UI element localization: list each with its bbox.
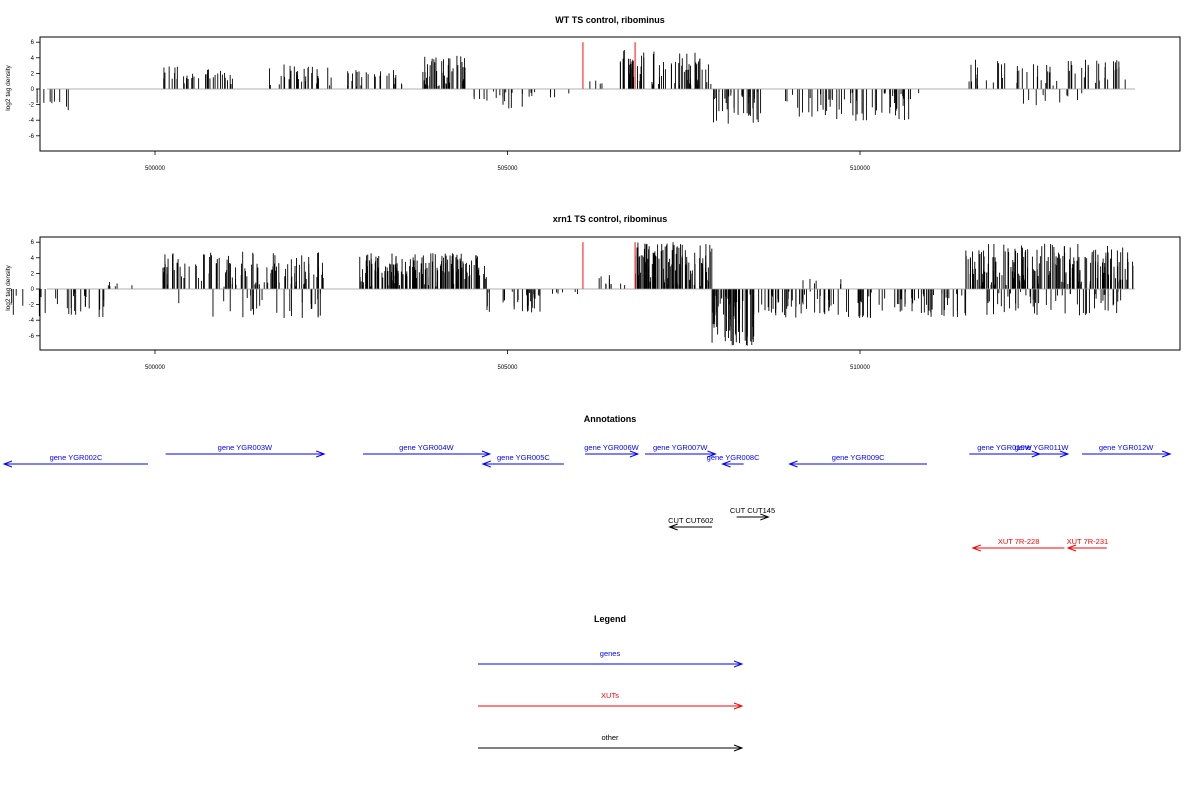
legend-item-genes: genes bbox=[478, 649, 744, 668]
wt-x-tick-label: 510000 bbox=[850, 166, 871, 172]
annotation-arrow: gene YGR004W bbox=[362, 443, 492, 458]
xrn1-y-tick-label: 6 bbox=[31, 240, 35, 246]
legend-item-other: other bbox=[478, 733, 744, 752]
xrn1-panel-title: xrn1 TS control, ribominus bbox=[553, 214, 668, 224]
annotation-arrow: gene YGR009C bbox=[788, 453, 927, 468]
wt-y-axis-label: log2 tag density bbox=[5, 64, 12, 110]
annotation-arrow-head bbox=[721, 460, 731, 468]
wt-y-tick-label: 2 bbox=[31, 71, 35, 77]
annotation-arrow-head bbox=[668, 523, 678, 531]
xrn1-markers bbox=[582, 242, 636, 289]
annotation-arrow: gene YGR008C bbox=[707, 453, 760, 468]
annotation-label: CUT CUT145 bbox=[730, 506, 775, 515]
xrn1-plot-frame bbox=[39, 236, 1181, 351]
legend-item-other-head bbox=[733, 744, 744, 752]
annotation-arrow: gene YGR006W bbox=[584, 443, 640, 458]
annotation-arrow: gene YGR002C bbox=[2, 453, 148, 468]
annotation-label: gene YGR006W bbox=[584, 443, 639, 452]
legend-item-xuts-head bbox=[733, 702, 744, 710]
annotation-arrow-head bbox=[760, 513, 770, 521]
annotation-arrow: CUT CUT602 bbox=[668, 516, 713, 531]
annotation-arrow-head bbox=[707, 450, 717, 458]
xrn1-x-tick-label: 510000 bbox=[850, 365, 871, 371]
legend-label: genes bbox=[600, 649, 621, 658]
xrn1-y-axis-label: log2 tag density bbox=[5, 264, 12, 310]
wt-y-tick-label: -2 bbox=[29, 103, 35, 109]
wt-y-tick-label: 0 bbox=[31, 87, 35, 93]
annotation-label: gene YGR009C bbox=[832, 453, 885, 462]
annotation-arrow: gene YGR012W bbox=[1082, 443, 1172, 458]
annotation-arrow-head bbox=[316, 450, 326, 458]
wt-axes: -6 -4 -2 0 2 4 6 500000 505000 510000 bbox=[29, 36, 1181, 172]
annotation-arrow-head bbox=[788, 460, 798, 468]
annotation-arrow-head bbox=[1066, 544, 1077, 552]
xrn1-bars bbox=[11, 242, 1134, 346]
legend-item-xuts: XUTs bbox=[478, 691, 744, 710]
xrn1-x-tick-label: 500000 bbox=[145, 365, 166, 371]
legend-label: other bbox=[601, 733, 619, 742]
annotation-label: gene YGR007W bbox=[653, 443, 708, 452]
xrn1-y-tick-label: 4 bbox=[31, 256, 35, 262]
wt-y-tick-label: 4 bbox=[31, 56, 35, 62]
annotation-label: XUT 7R-231 bbox=[1067, 537, 1109, 546]
annotation-label: gene YGR008C bbox=[707, 453, 760, 462]
wt-y-tick-label: -6 bbox=[29, 134, 35, 140]
annotation-arrow: gene YGR005C bbox=[481, 453, 564, 468]
annotation-label: gene YGR005C bbox=[497, 453, 550, 462]
legend-item-genes-head bbox=[733, 660, 744, 668]
xrn1-x-tick-label: 505000 bbox=[497, 365, 518, 371]
xrn1-y-tick-label: -6 bbox=[29, 334, 35, 340]
wt-markers bbox=[582, 42, 636, 89]
annotation-arrow-head bbox=[481, 460, 492, 468]
annotation-arrow: XUT 7R-231 bbox=[1066, 537, 1109, 552]
annotation-arrow-head bbox=[1059, 450, 1070, 458]
annotation-label: gene YGR003W bbox=[218, 443, 273, 452]
annotation-label: XUT 7R-228 bbox=[998, 537, 1040, 546]
annotation-arrow: XUT 7R-228 bbox=[971, 537, 1065, 552]
annotation-label: gene YGR002C bbox=[50, 453, 103, 462]
wt-panel-title: WT TS control, ribominus bbox=[555, 15, 665, 25]
annotation-arrow: CUT CUT145 bbox=[730, 506, 775, 521]
annotation-arrow-head bbox=[1162, 450, 1172, 458]
annotation-arrow-head bbox=[971, 544, 981, 552]
xrn1-y-tick-label: -4 bbox=[29, 318, 35, 324]
wt-y-tick-label: 6 bbox=[31, 40, 35, 46]
xrn1-y-tick-label: 2 bbox=[31, 271, 35, 277]
xrn1-track-panel: xrn1 TS control, ribominus log2 tag dens… bbox=[5, 214, 1181, 371]
legend-label: XUTs bbox=[601, 691, 619, 700]
wt-y-tick-label: -4 bbox=[29, 118, 35, 124]
annotation-label: gene YGR012W bbox=[1099, 443, 1154, 452]
annotation-arrow: gene YGR007W bbox=[644, 443, 717, 458]
annotation-label: CUT CUT602 bbox=[668, 516, 713, 525]
xrn1-y-tick-label: -2 bbox=[29, 303, 35, 309]
wt-plot-frame bbox=[39, 36, 1181, 152]
wt-bars bbox=[36, 50, 1126, 124]
wt-x-tick-label: 505000 bbox=[497, 166, 518, 172]
annotation-arrow: gene YGR003W bbox=[165, 443, 326, 458]
xrn1-axes: -6 -4 -2 0 2 4 6 500000 505000 510000 bbox=[29, 236, 1181, 371]
legend-title: Legend bbox=[594, 614, 626, 624]
annotation-label: gene YGR004W bbox=[399, 443, 454, 452]
annotation-tracks: gene YGR002C gene YGR003W gene YGR004W gene… bbox=[2, 443, 1172, 552]
wt-x-tick-label: 500000 bbox=[145, 166, 166, 172]
annotation-label: gene YGR010W bbox=[977, 443, 1032, 452]
annotation-arrow-head bbox=[481, 450, 492, 458]
legend: genes XUTs other bbox=[478, 649, 744, 752]
xrn1-y-tick-label: 0 bbox=[31, 287, 35, 293]
annotations-title: Annotations bbox=[584, 414, 637, 424]
annotation-label: gene YGR011W bbox=[1015, 443, 1070, 452]
annotation-arrow: gene YGR011W bbox=[1015, 443, 1070, 458]
wt-track-panel: WT TS control, ribominus log2 tag densit… bbox=[5, 15, 1181, 172]
annotation-arrow-head bbox=[2, 460, 13, 468]
annotation-arrow-head bbox=[629, 450, 640, 458]
